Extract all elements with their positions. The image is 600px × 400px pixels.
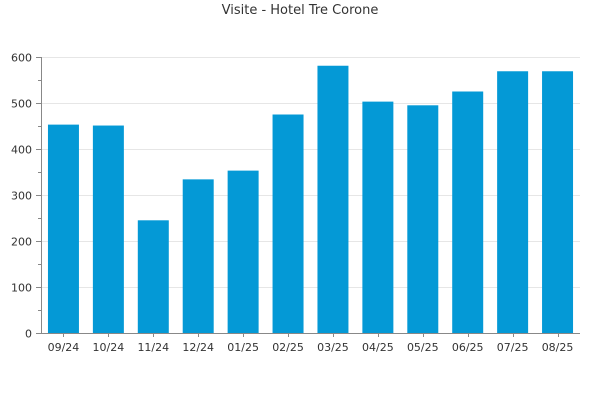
x-tick-label: 03/25: [317, 341, 349, 354]
bar-05-25: [407, 105, 439, 333]
y-tick-label: 0: [25, 328, 32, 341]
y-tick-label: 400: [11, 144, 32, 157]
y-tick-label: 300: [11, 190, 32, 203]
x-tick-label: 08/25: [542, 341, 574, 354]
bar-07-25: [497, 71, 529, 333]
bar-03-25: [317, 65, 349, 334]
x-tick-label: 01/25: [227, 341, 259, 354]
bar-01-25: [227, 170, 259, 333]
bar-06-25: [452, 91, 484, 333]
x-tick-label: 12/24: [182, 341, 214, 354]
x-tick-label: 04/25: [362, 341, 394, 354]
bar-12-24: [182, 179, 214, 333]
x-tick-label: 07/25: [497, 341, 529, 354]
x-tick-labels: 09/24 10/24 11/24 12/24 01/25 02/25 03/25 04/25…: [48, 341, 574, 354]
bar-09-24: [47, 124, 79, 334]
x-tick-label: 09/24: [48, 341, 80, 354]
grid-lines: [41, 57, 580, 288]
x-tick-label: 10/24: [93, 341, 125, 354]
bar-10-24: [92, 125, 124, 333]
x-tick-label: 05/25: [407, 341, 439, 354]
y-tick-label: 600: [11, 52, 32, 65]
x-tick-label: 11/24: [137, 341, 169, 354]
x-tick-label: 06/25: [452, 341, 484, 354]
y-tick-label: 200: [11, 236, 32, 249]
bar-08-25: [542, 71, 574, 333]
y-tick-label: 500: [11, 98, 32, 111]
bar-04-25: [362, 101, 394, 334]
bar-11-24: [137, 220, 169, 333]
chart-title: Visite - Hotel Tre Corone: [221, 3, 379, 18]
y-tick-labels: 0 100 200 300 400 500 600: [11, 52, 32, 341]
y-tick-label: 100: [11, 282, 32, 295]
x-tick-label: 02/25: [272, 341, 304, 354]
axes: [36, 57, 580, 337]
bar-02-25: [272, 114, 304, 333]
bars: [47, 65, 574, 334]
